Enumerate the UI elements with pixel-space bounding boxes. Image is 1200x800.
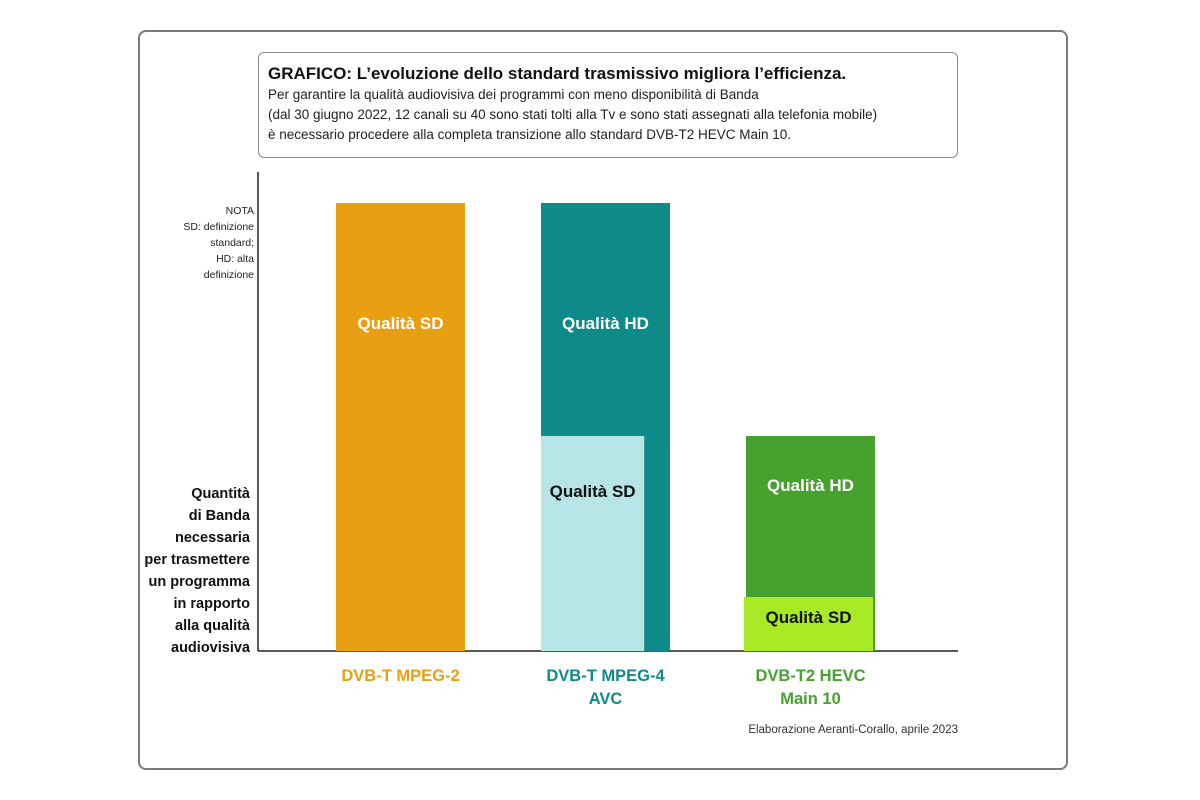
y-label-line: un programma	[148, 574, 250, 590]
bar-label-3-2: Qualità SD	[766, 608, 852, 627]
x-tick-label-1: DVB-T MPEG-2	[341, 667, 459, 685]
y-axis-label: Quantità di Banda necessaria per trasmet…	[140, 483, 250, 659]
nota-line: standard;	[210, 237, 254, 249]
chart-title: GRAFICO: L’evoluzione dello standard tra…	[268, 64, 847, 83]
bar-2-2	[541, 435, 645, 651]
subtitle-line-2: (dal 30 giugno 2022, 12 canali su 40 son…	[268, 107, 878, 122]
y-label-line: in rapporto	[173, 596, 250, 612]
x-tick-label-2: AVC	[589, 690, 623, 708]
x-tick-label-2: DVB-T MPEG-4	[546, 667, 665, 685]
y-label-line: Quantità	[191, 486, 250, 502]
nota-line: definizione	[203, 269, 254, 281]
bar-label-2-2: Qualità SD	[550, 482, 636, 501]
bar-label-3-1: Qualità HD	[767, 476, 854, 495]
source-credit: Elaborazione Aeranti-Corallo, aprile 202…	[748, 724, 958, 736]
bar-3-2	[744, 597, 873, 651]
nota-note: NOTA SD: definizione standard; HD: alta …	[150, 203, 254, 283]
nota-line: SD: definizione	[183, 221, 254, 233]
subtitle-line-1: Per garantire la qualità audiovisiva dei…	[268, 87, 759, 102]
y-label-line: di Banda	[188, 508, 250, 524]
nota-line: HD: alta	[216, 253, 254, 265]
subtitle-line-3: è necessario procedere alla completa tra…	[268, 127, 792, 142]
y-label-line: necessaria	[175, 530, 250, 546]
x-tick-label-3: Main 10	[780, 690, 841, 708]
y-label-line: per trasmettere	[144, 552, 250, 568]
bar-label-2-1: Qualità HD	[562, 314, 649, 333]
bar-label-1-1: Qualità SD	[358, 314, 444, 333]
y-label-line: audiovisiva	[171, 640, 250, 656]
bar-1-1	[336, 203, 465, 651]
nota-line: NOTA	[225, 205, 254, 217]
x-tick-label-3: DVB-T2 HEVC	[755, 667, 865, 685]
title-box: GRAFICO: L’evoluzione dello standard tra…	[258, 52, 958, 158]
y-label-line: alla qualità	[175, 618, 250, 634]
